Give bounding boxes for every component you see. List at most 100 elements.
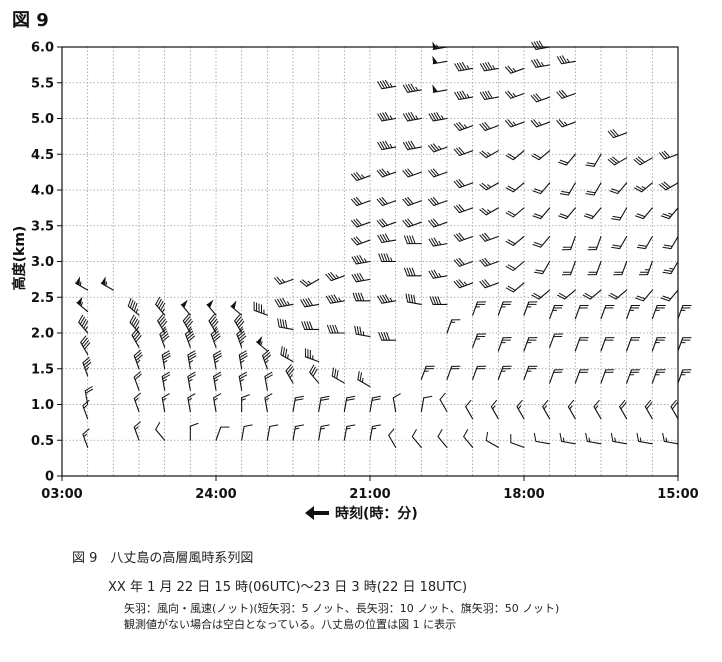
- barb-shaft: [230, 305, 243, 316]
- barb-feather-long: [479, 63, 485, 72]
- wind-barb: [378, 331, 397, 341]
- barb-feather-short: [629, 309, 634, 311]
- barb-feather-short: [415, 86, 419, 91]
- y-tick-label: 0: [45, 470, 54, 485]
- barb-feather-short: [492, 65, 496, 70]
- barb-feather-long: [307, 297, 313, 306]
- barb-feather-long: [609, 157, 618, 164]
- barb-feather-long: [430, 219, 437, 227]
- barb-feather-long: [134, 373, 142, 380]
- wind-barb: [402, 83, 422, 93]
- barb-feather-long: [465, 399, 472, 407]
- barb-feather-long: [186, 330, 194, 337]
- wind-barb: [638, 260, 653, 276]
- barb-feather-long: [556, 56, 562, 64]
- barb-feather-long: [402, 220, 409, 228]
- barb-feather-long: [611, 188, 620, 193]
- wind-barb: [133, 371, 142, 391]
- wind-barb: [479, 207, 499, 216]
- x-axis-title: 時刻(時：分): [335, 506, 418, 522]
- wind-barb: [238, 350, 248, 370]
- wind-barb: [428, 111, 448, 122]
- barb-feather-long: [238, 333, 246, 340]
- barb-feather-short: [681, 374, 686, 376]
- wind-barb: [428, 269, 448, 279]
- barb-feather-long: [402, 84, 408, 93]
- barb-feather-long: [456, 204, 463, 213]
- barb-feather-long: [353, 219, 360, 227]
- wind-barb: [556, 289, 576, 300]
- wind-barb: [505, 150, 525, 161]
- barb-feather-long: [385, 331, 390, 341]
- barb-feather-long: [350, 198, 358, 206]
- barb-feather-long: [132, 318, 138, 327]
- wind-barb: [299, 278, 320, 287]
- barb-feather-long: [350, 173, 358, 181]
- barb-feather-long: [379, 219, 386, 227]
- barb-feather-long: [585, 432, 588, 442]
- barb-feather-long: [610, 292, 619, 298]
- barb-feather-long: [531, 41, 537, 50]
- wind-barb: [292, 395, 304, 413]
- wind-barb: [472, 333, 487, 348]
- wind-barb: [280, 346, 294, 363]
- barb-feather-long: [288, 368, 295, 376]
- barb-feather-long: [265, 374, 273, 380]
- wind-barb: [523, 301, 538, 316]
- wind-barb: [533, 432, 551, 445]
- barb-feather-long: [350, 238, 358, 246]
- wind-barb: [532, 182, 551, 195]
- wind-barb: [651, 369, 666, 384]
- wind-barb: [208, 313, 219, 334]
- wind-barb: [479, 279, 499, 289]
- barb-feather-long: [476, 303, 486, 305]
- barb-feather-long: [504, 91, 512, 99]
- barb-feather-short: [475, 338, 480, 340]
- barb-feather-short: [588, 437, 591, 442]
- barb-feather-short: [641, 185, 646, 189]
- barb-feather-long: [377, 295, 383, 304]
- wind-barb: [157, 313, 168, 334]
- barb-feather-long: [405, 293, 409, 303]
- barb-feather-long: [477, 301, 487, 303]
- barb-feather-long: [351, 274, 357, 283]
- barb-feather-long: [631, 369, 641, 371]
- wind-barb: [405, 293, 422, 305]
- barb-feather-long: [582, 294, 591, 300]
- wind-barb: [531, 289, 551, 300]
- barb-feather-long: [585, 193, 595, 196]
- barb-feather-long: [334, 324, 339, 334]
- barb-feather-long: [379, 80, 385, 89]
- barb-feather-long: [377, 141, 383, 150]
- wind-barb: [446, 365, 461, 381]
- barb-feather-long: [534, 188, 543, 193]
- barb-feather-long: [505, 212, 514, 218]
- barb-feather-short: [213, 397, 218, 401]
- wind-barb: [80, 335, 91, 356]
- barb-feather-long: [135, 335, 142, 343]
- wind-barb: [585, 432, 602, 445]
- barb-feather-long: [636, 246, 646, 250]
- barb-feather-short: [466, 93, 470, 98]
- y-tick-label: 1.5: [31, 362, 54, 377]
- barb-feather-long: [561, 89, 568, 97]
- barb-feather-long: [619, 399, 626, 407]
- barb-feather-long: [630, 339, 640, 341]
- barb-feather-long: [129, 314, 135, 323]
- wind-barb: [230, 300, 243, 316]
- y-tick-label: 4.5: [31, 148, 54, 163]
- barb-feather-long: [353, 255, 360, 264]
- wind-barb: [619, 399, 628, 420]
- barb-feather-short: [512, 121, 517, 126]
- barb-feather-short: [438, 145, 442, 150]
- barb-shaft: [411, 436, 422, 448]
- barb-feather-long: [502, 339, 511, 341]
- barb-feather-long: [481, 122, 489, 130]
- barb-feather-long: [182, 313, 190, 322]
- barb-feather-long: [409, 267, 414, 276]
- barb-shaft: [439, 398, 448, 413]
- wind-barb: [388, 428, 397, 448]
- barb-feather-long: [330, 271, 337, 280]
- wind-barb: [534, 260, 551, 275]
- barb-feather-long: [282, 297, 288, 306]
